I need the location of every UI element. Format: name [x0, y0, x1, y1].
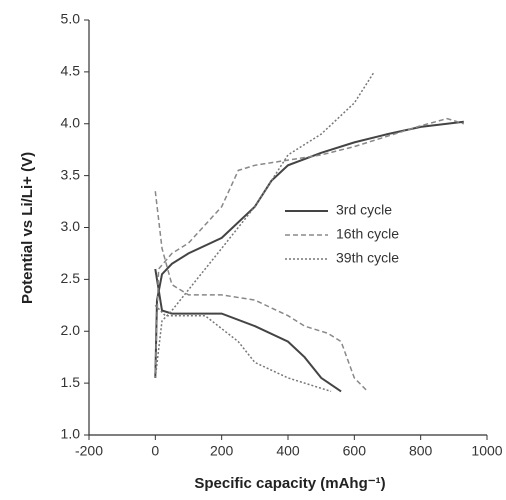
- x-tick-label: 400: [276, 443, 300, 459]
- y-tick-label: 2.0: [61, 322, 81, 338]
- legend-label: 3rd cycle: [336, 202, 392, 218]
- y-tick-label: 2.5: [61, 270, 81, 286]
- x-axis-label: Specific capacity (mAhg⁻¹): [194, 475, 385, 492]
- y-tick-label: 3.0: [61, 218, 81, 234]
- legend-label: 16th cycle: [336, 226, 399, 242]
- x-tick-label: 800: [409, 443, 433, 459]
- y-tick-label: 1.0: [61, 426, 81, 442]
- x-tick-label: 600: [343, 443, 367, 459]
- y-tick-label: 4.0: [61, 114, 81, 130]
- y-axis-label: Potential vs Li/Li+ (V): [19, 152, 36, 304]
- y-tick-label: 5.0: [61, 11, 81, 27]
- x-tick-label: 0: [151, 443, 159, 459]
- legend-label: 39th cycle: [336, 250, 399, 266]
- series-line: [154, 117, 465, 392]
- y-tick-label: 1.5: [61, 374, 81, 390]
- series-line: [154, 120, 464, 393]
- x-tick-label: 200: [210, 443, 234, 459]
- y-tick-label: 4.5: [61, 63, 81, 79]
- series-line: [154, 71, 375, 393]
- x-tick-label: -200: [75, 443, 103, 459]
- y-tick-label: 3.5: [61, 166, 81, 182]
- x-tick-label: 1000: [471, 443, 502, 459]
